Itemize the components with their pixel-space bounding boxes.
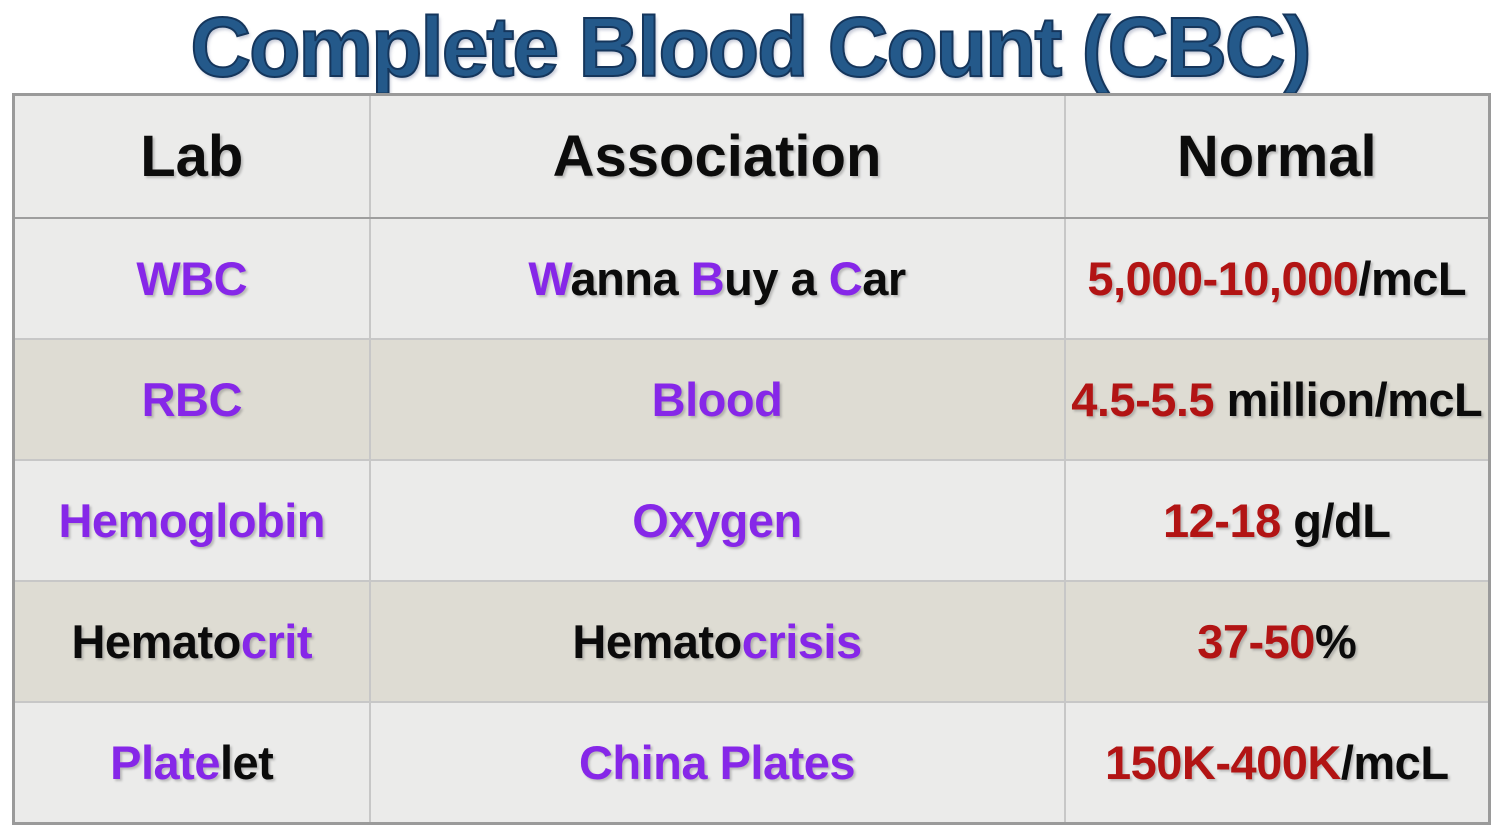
cell-text-segment: Hemato [71, 615, 241, 668]
column-header-lab: Lab [12, 93, 371, 219]
association-cell: China Plates [368, 701, 1066, 825]
normal-cell: 4.5-5.5 million/mcL [1063, 338, 1491, 461]
table-row-rbc: RBC Blood 4.5-5.5 million/mcL [12, 338, 1491, 461]
cell-text-segment: 5,000-10,000 [1087, 252, 1359, 305]
cell-text-segment: RBC [141, 373, 243, 426]
cell-text-segment: million/mcL [1214, 373, 1483, 426]
association-cell: Hematocrisis [368, 580, 1066, 703]
column-header-association: Association [368, 93, 1066, 219]
cell-text-segment: Blood [651, 373, 783, 426]
cell-text-segment: % [1314, 615, 1357, 668]
table-row-hemoglobin: Hemoglobin Oxygen 12-18 g/dL [12, 459, 1491, 582]
cbc-table: Lab Association Normal WBC Wanna Buy a C… [12, 93, 1491, 825]
cell-text-segment: ar [862, 252, 906, 305]
cell-text-segment: W [528, 252, 571, 305]
cell-text-segment: China Plates [578, 736, 856, 789]
association-cell: Wanna Buy a Car [368, 217, 1066, 340]
cell-text-segment: 150K-400K [1104, 736, 1341, 789]
cell-text-segment: Hemoglobin [58, 494, 326, 547]
normal-cell: 5,000-10,000/mcL [1063, 217, 1491, 340]
cell-text-segment: g/dL [1280, 494, 1391, 547]
cell-text-segment: /mcL [1358, 252, 1467, 305]
page-title: Complete Blood Count (CBC) [189, 0, 1312, 95]
cell-text-segment: B [690, 252, 725, 305]
cell-text-segment: C [828, 252, 863, 305]
lab-cell: Hemoglobin [12, 459, 371, 582]
lab-cell: Hematocrit [12, 580, 371, 703]
table-row-wbc: WBC Wanna Buy a Car 5,000-10,000/mcL [12, 217, 1491, 340]
cell-text-segment: let [219, 736, 274, 789]
cell-text-segment: uy a [724, 252, 829, 305]
cell-text-segment: /mcL [1340, 736, 1449, 789]
table-row-platelet: Platelet China Plates 150K-400K/mcL [12, 701, 1491, 825]
association-cell: Blood [368, 338, 1066, 461]
cell-text-segment: anna [570, 252, 691, 305]
cell-text-segment: 4.5-5.5 [1071, 373, 1215, 426]
table-row-hematocrit: Hematocrit Hematocrisis 37-50% [12, 580, 1491, 703]
cell-text-segment: Hemato [572, 615, 742, 668]
cell-text-segment: Plate [110, 736, 220, 789]
column-header-normal: Normal [1063, 93, 1491, 219]
cell-text-segment: crisis [741, 615, 862, 668]
cell-text-segment: 37-50 [1197, 615, 1315, 668]
lab-cell: WBC [12, 217, 371, 340]
lab-cell: RBC [12, 338, 371, 461]
header-row: Lab Association Normal [12, 93, 1491, 219]
association-cell: Oxygen [368, 459, 1066, 582]
lab-cell: Platelet [12, 701, 371, 825]
cell-text-segment: WBC [136, 252, 248, 305]
cell-text-segment: 12-18 [1163, 494, 1281, 547]
cell-text-segment: Oxygen [632, 494, 802, 547]
normal-cell: 150K-400K/mcL [1063, 701, 1491, 825]
normal-cell: 37-50% [1063, 580, 1491, 703]
normal-cell: 12-18 g/dL [1063, 459, 1491, 582]
cell-text-segment: crit [240, 615, 313, 668]
